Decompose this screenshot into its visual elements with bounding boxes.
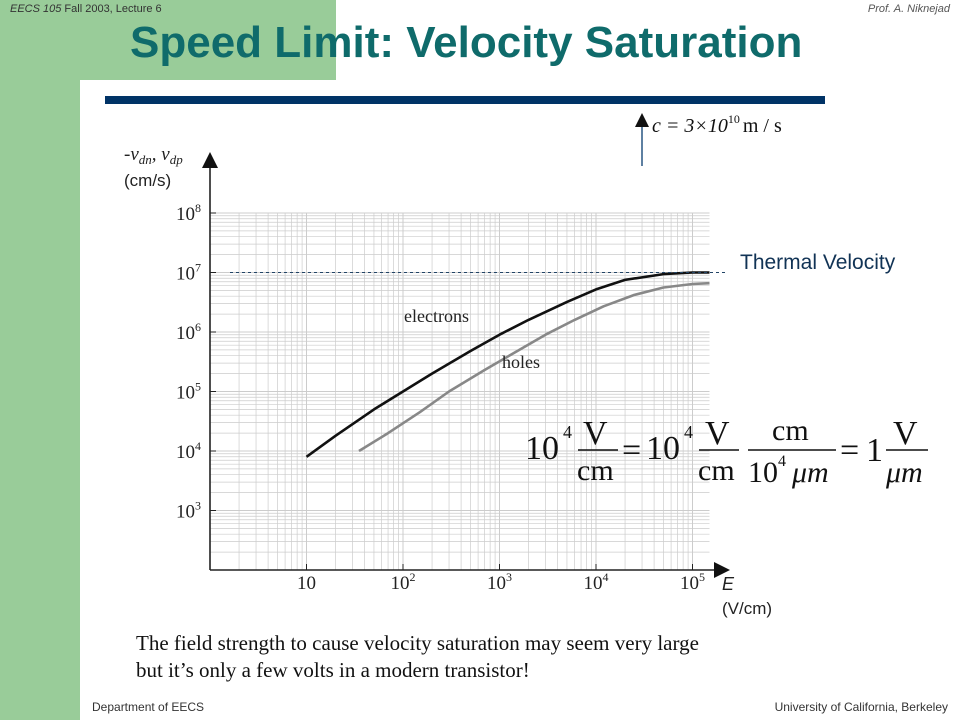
course-code: EECS 105 [10, 3, 62, 15]
svg-text:4: 4 [778, 453, 786, 470]
series-label-holes: holes [502, 352, 540, 372]
svg-text:V: V [583, 415, 608, 452]
y-tick-label: 107 [176, 261, 201, 285]
x-tick-label: 103 [487, 570, 512, 594]
x-tick-label: 10 [297, 573, 316, 594]
svg-text:1: 1 [866, 432, 883, 469]
svg-text:cm: cm [698, 454, 735, 487]
left-accent-bar [0, 0, 80, 720]
field-conversion-equation: 10 4 V cm = 10 4 V cm cm 10 4 μm = 1 V μ… [525, 414, 928, 489]
caption-line-1: The field strength to cause velocity sat… [136, 631, 699, 655]
slide-title: Speed Limit: Velocity Saturation [130, 18, 803, 67]
svg-text:μm: μm [885, 456, 923, 489]
slide-caption: The field strength to cause velocity sat… [136, 630, 796, 684]
thermal-velocity-label: Thermal Velocity [740, 251, 896, 274]
svg-text:10: 10 [525, 430, 559, 467]
y-tick-label: 105 [176, 380, 201, 404]
svg-text:cm: cm [772, 414, 809, 447]
caption-line-2: but it’s only a few volts in a modern tr… [136, 658, 530, 682]
x-tick-label: 105 [680, 570, 705, 594]
top-accent-bar [0, 0, 336, 80]
svg-text:=: = [622, 432, 641, 469]
svg-text:V: V [705, 415, 730, 452]
x-axis-label: E [722, 574, 735, 594]
y-tick-label: 106 [176, 320, 201, 344]
title-underline [105, 96, 825, 104]
footer-university: University of California, Berkeley [774, 700, 948, 714]
speed-of-light-equation: c = 3×1010 m / s [652, 112, 782, 137]
series-label-electrons: electrons [404, 306, 469, 326]
series-holes [358, 281, 710, 453]
series-electrons [305, 271, 710, 458]
y-tick-label: 103 [176, 499, 201, 523]
svg-text:=: = [840, 432, 859, 469]
svg-text:μm: μm [791, 456, 829, 489]
svg-text:10: 10 [646, 430, 680, 467]
course-term: Fall 2003, Lecture 6 [61, 3, 162, 15]
chart-grid [210, 212, 710, 571]
x-axis-units: (V/cm) [722, 599, 772, 618]
y-tick-label: 104 [176, 439, 201, 463]
data-curves [305, 271, 710, 458]
svg-text:cm: cm [577, 454, 614, 487]
author-header: Prof. A. Niknejad [867, 3, 950, 15]
y-tick-label: 108 [176, 201, 201, 225]
footer-department: Department of EECS [92, 700, 205, 714]
course-header: EECS 105 Fall 2003, Lecture 6 [10, 3, 162, 15]
x-tick-label: 104 [584, 570, 609, 594]
svg-text:V: V [893, 415, 918, 452]
y-axis-label: -vdn, vdp [124, 144, 183, 167]
y-axis-units: (cm/s) [124, 171, 171, 190]
x-tick-label: 102 [391, 570, 416, 594]
svg-text:4: 4 [563, 422, 572, 442]
svg-text:4: 4 [684, 422, 693, 442]
svg-text:10: 10 [748, 456, 778, 489]
